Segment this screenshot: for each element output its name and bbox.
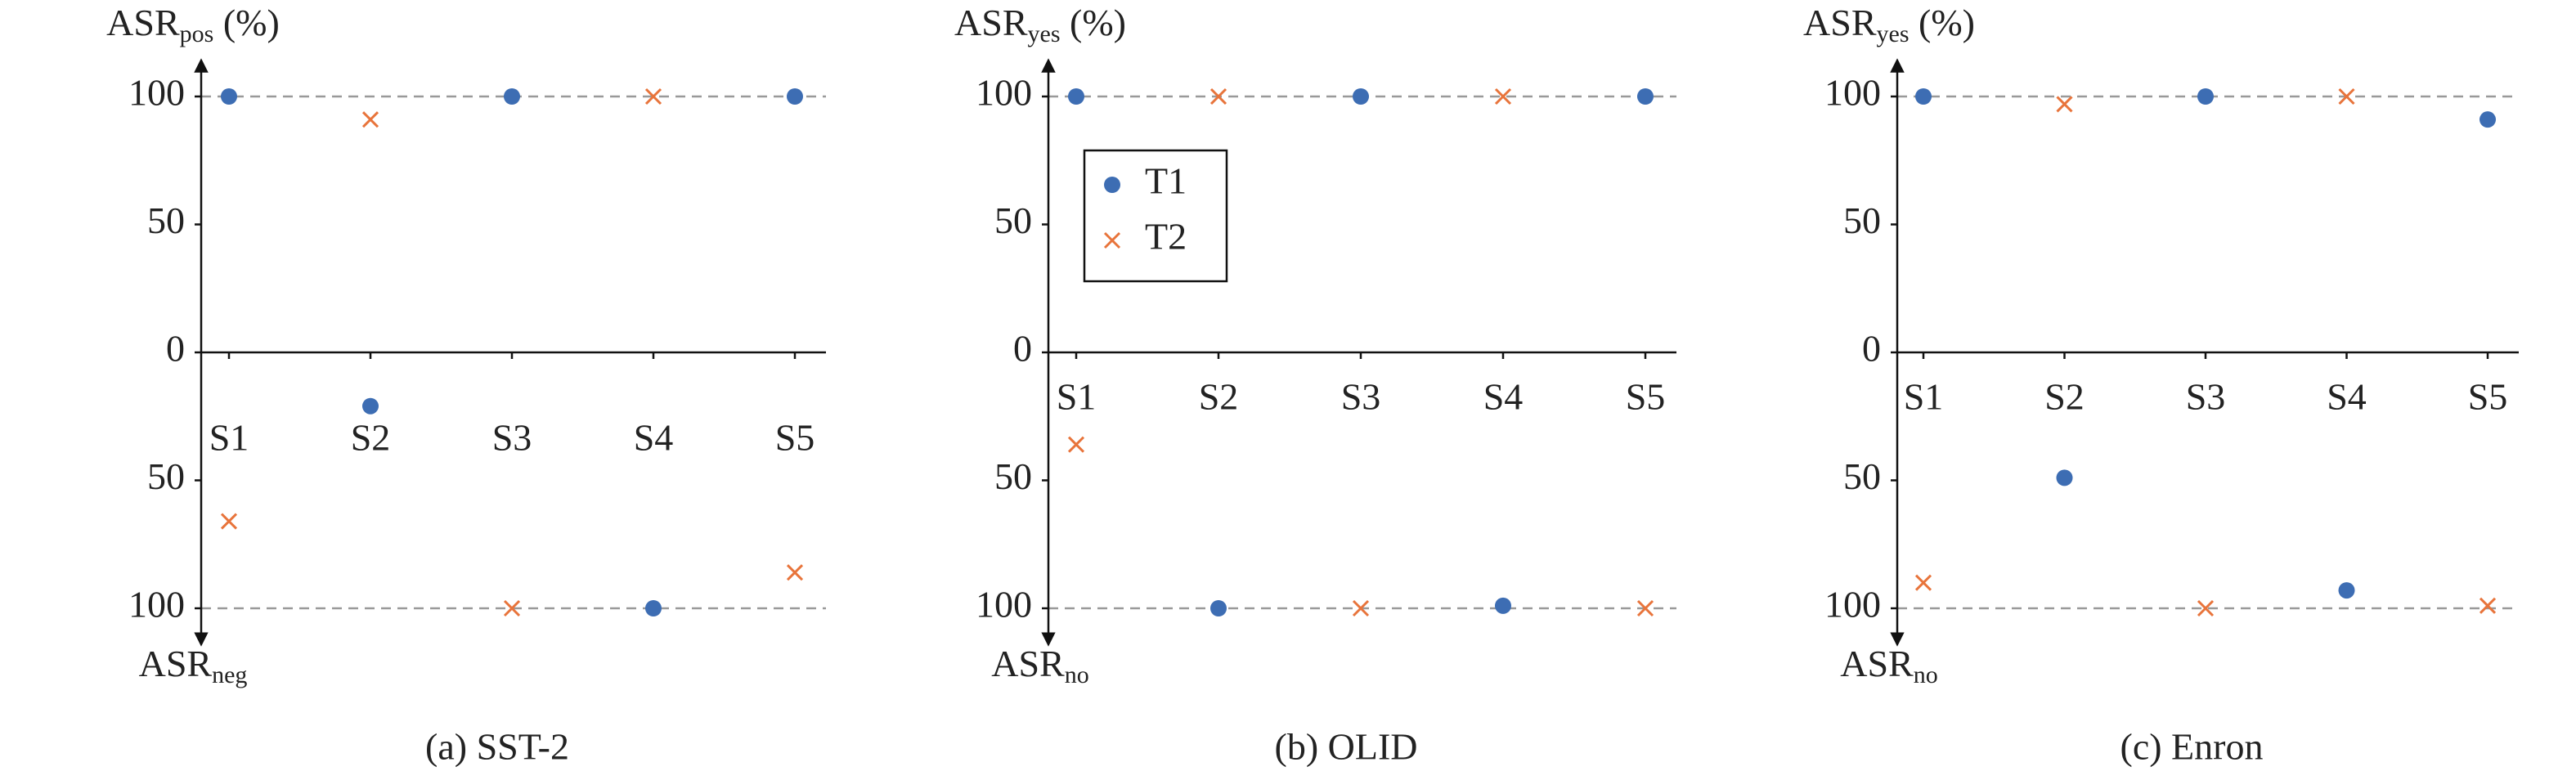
- x-tick-label: S1: [1904, 376, 1944, 418]
- y-tick-label: 0: [1013, 328, 1032, 370]
- y-top-label: ASRyes (%): [954, 2, 1126, 47]
- label-main: ASR: [954, 2, 1028, 43]
- y-top-label: ASRyes (%): [1803, 2, 1975, 47]
- y-tick-label: 50: [1843, 199, 1881, 241]
- point: [2338, 582, 2355, 599]
- point: [221, 88, 237, 105]
- x-tick-label: S1: [1057, 376, 1097, 418]
- x-tick-label: S4: [634, 417, 674, 459]
- point: [220, 513, 238, 530]
- point: [645, 600, 662, 616]
- point: [1636, 599, 1654, 617]
- point: [2479, 597, 2497, 614]
- point: [1068, 88, 1084, 105]
- caption: (c) Enron: [2120, 726, 2264, 768]
- label-sub: yes: [1877, 20, 1910, 47]
- point: [362, 397, 379, 415]
- point: [504, 88, 520, 105]
- y-bottom-label: ASRneg: [139, 643, 248, 688]
- y-tick-label: 50: [147, 455, 185, 497]
- y-tick-label: 50: [147, 199, 185, 241]
- point: [786, 564, 804, 581]
- y-bottom-label: ASRno: [991, 643, 1088, 688]
- y-tick-label: 100: [128, 584, 185, 625]
- y-tick-label: 0: [1862, 328, 1881, 370]
- label-main: ASR: [991, 643, 1065, 684]
- caption: (b) OLID: [1275, 726, 1418, 768]
- y-tick-label: 100: [976, 584, 1032, 625]
- x-tick-label: S2: [351, 417, 391, 459]
- x-tick-label: S2: [1199, 376, 1239, 418]
- label-sub: neg: [212, 661, 247, 688]
- point: [787, 88, 803, 105]
- label-sub: pos: [180, 20, 214, 47]
- x-tick-label: S4: [1483, 376, 1524, 418]
- y-tick-label: 100: [1824, 584, 1881, 625]
- x-tick-label: S5: [1626, 376, 1666, 418]
- y-top-label: ASRpos (%): [106, 2, 280, 47]
- label-sub: no: [1914, 661, 1938, 688]
- point: [2197, 599, 2215, 617]
- x-tick-label: S3: [1341, 376, 1381, 418]
- point: [1210, 600, 1227, 616]
- y-tick-label: 100: [128, 72, 185, 114]
- point: [2197, 88, 2214, 105]
- y-tick-label: 100: [976, 72, 1032, 114]
- label-suffix: (%): [1910, 2, 1975, 43]
- x-tick-label: S5: [2468, 376, 2508, 418]
- x-tick-label: S3: [492, 417, 532, 459]
- label-main: ASR: [106, 2, 180, 43]
- label-sub: yes: [1028, 20, 1061, 47]
- point: [1915, 88, 1932, 105]
- point: [2480, 111, 2496, 128]
- x-tick-label: S2: [2044, 376, 2085, 418]
- point: [1637, 88, 1654, 105]
- legend-box: [1083, 149, 1228, 283]
- x-tick-label: S1: [209, 417, 249, 459]
- point: [2338, 87, 2355, 105]
- point: [503, 599, 521, 617]
- x-tick-label: S5: [775, 417, 815, 459]
- x-tick-label: S3: [2186, 376, 2226, 418]
- y-tick-label: 0: [166, 328, 185, 370]
- legend-marker: [1103, 231, 1121, 249]
- label-suffix: (%): [213, 2, 279, 43]
- point: [1495, 597, 1511, 614]
- y-tick-label: 50: [994, 455, 1032, 497]
- legend-marker: [1104, 177, 1120, 193]
- point: [644, 87, 662, 105]
- legend-label: T2: [1145, 216, 1187, 258]
- point: [361, 111, 379, 128]
- point: [1209, 87, 1227, 105]
- point: [1067, 436, 1085, 453]
- y-tick-label: 100: [1824, 72, 1881, 114]
- point: [2056, 96, 2073, 113]
- label-main: ASR: [1840, 643, 1914, 684]
- y-tick-label: 50: [994, 199, 1032, 241]
- y-bottom-label: ASRno: [1840, 643, 1937, 688]
- point: [1914, 574, 1932, 591]
- point: [1353, 88, 1369, 105]
- point: [2056, 469, 2073, 486]
- point: [1494, 87, 1512, 105]
- point: [1352, 599, 1370, 617]
- label-main: ASR: [1803, 2, 1877, 43]
- label-sub: no: [1065, 661, 1089, 688]
- caption: (a) SST-2: [425, 726, 569, 768]
- x-tick-label: S4: [2327, 376, 2367, 418]
- label-suffix: (%): [1061, 2, 1126, 43]
- y-tick-label: 50: [1843, 455, 1881, 497]
- label-main: ASR: [139, 643, 213, 684]
- legend-label: T1: [1145, 160, 1187, 202]
